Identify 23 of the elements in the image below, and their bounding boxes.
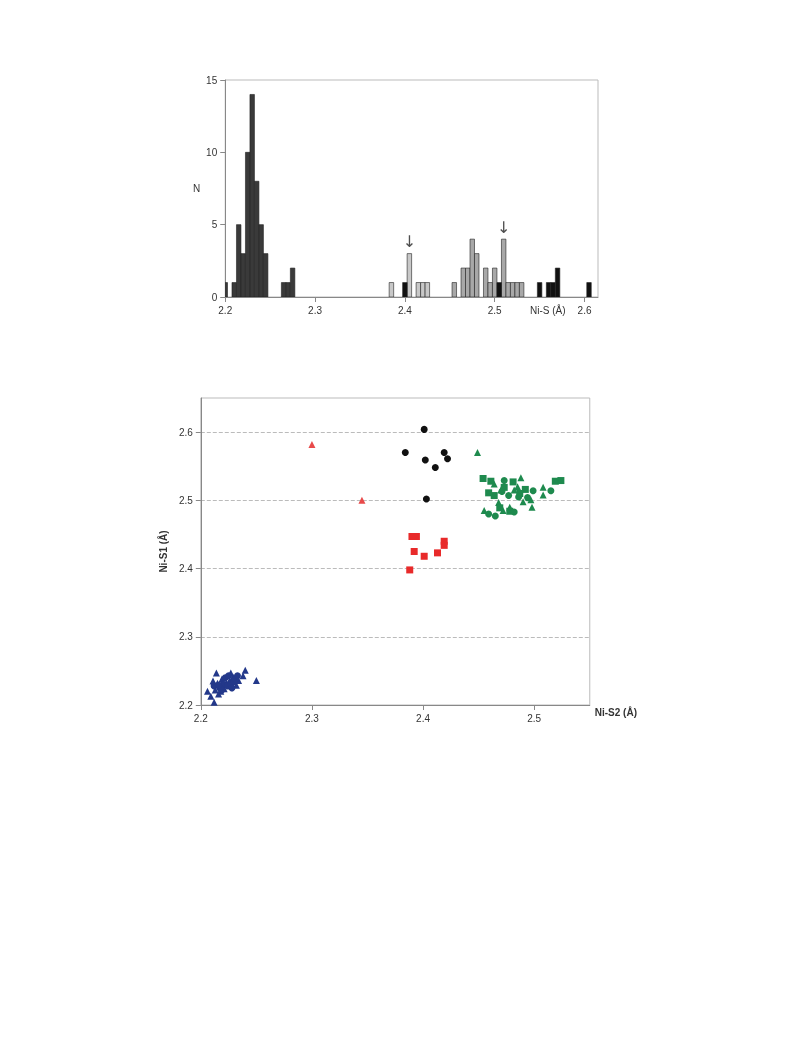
x-tick-label: 2.4 — [416, 712, 431, 724]
y-tick-label: 2.5 — [178, 494, 194, 506]
x-tick-label: 2.5 — [487, 304, 503, 316]
y-tick-label: 2.4 — [178, 563, 194, 575]
y-tick-label: 0 — [211, 291, 218, 303]
x-axis-title: Ni-S (Å) — [530, 303, 566, 316]
y-tick-label: 2.6 — [178, 426, 194, 438]
x-tick-label: 2.6 — [577, 304, 592, 316]
y-axis-title: N — [192, 183, 201, 194]
y-axis-title: Ni-S1 (Å) — [156, 530, 169, 573]
y-tick-label: 2.2 — [178, 699, 194, 711]
x-tick-label: 2.4 — [397, 304, 413, 316]
x-tick-label: 2.3 — [308, 304, 323, 316]
y-tick-label: 10 — [206, 146, 218, 158]
x-axis-title: Ni-S2 (Å) — [594, 705, 638, 718]
y-tick-label: 2.3 — [178, 631, 194, 643]
y-tick-label: 5 — [211, 219, 218, 231]
x-tick-label: 2.5 — [527, 712, 542, 724]
annotation: ↓ — [402, 232, 417, 252]
annotation: ↓ — [496, 217, 511, 237]
x-tick-label: 2.2 — [193, 712, 209, 724]
x-tick-label: 2.3 — [304, 712, 320, 724]
y-tick-label: 15 — [206, 74, 218, 86]
